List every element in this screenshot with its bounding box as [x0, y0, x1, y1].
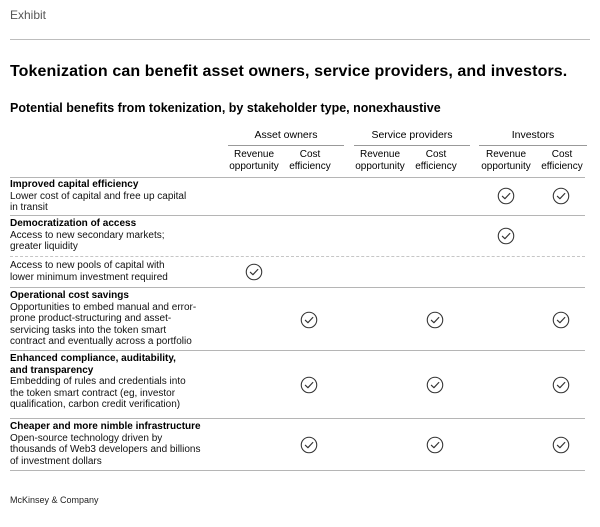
col-header-service-providers-cost: Cost efficiency	[415, 149, 457, 172]
check-circle-icon	[426, 376, 444, 394]
check-circle-icon	[426, 311, 444, 329]
col-header-investors-revenue: Revenue opportunity	[481, 149, 531, 172]
row-separator	[10, 215, 585, 216]
row-title: Democratization of access	[10, 218, 137, 229]
page-title: Tokenization can benefit asset owners, s…	[10, 63, 568, 80]
table-row: Operational cost savings Opportunities t…	[10, 290, 585, 348]
row-description: Access to new pools of capital with lower…	[10, 260, 168, 283]
row-separator	[10, 350, 585, 351]
col-header-service-providers-revenue: Revenue opportunity	[355, 149, 405, 172]
table-row: Cheaper and more nimble infrastructure O…	[10, 421, 585, 467]
row-description: Open-source technology driven by thousand…	[10, 432, 201, 467]
group-underline-service-providers	[354, 145, 470, 146]
check-circle-icon	[300, 311, 318, 329]
check-circle-icon	[552, 376, 570, 394]
group-underline-asset-owners	[228, 145, 344, 146]
top-divider	[10, 39, 590, 40]
row-description: Lower cost of capital and free up capita…	[10, 190, 187, 214]
check-circle-icon	[300, 376, 318, 394]
group-header-asset-owners: Asset owners	[254, 129, 318, 141]
group-header-service-providers: Service providers	[371, 129, 453, 141]
col-header-investors-cost: Cost efficiency	[541, 149, 583, 172]
check-circle-icon	[552, 311, 570, 329]
check-circle-icon	[300, 436, 318, 454]
table-row: Access to new pools of capital with lower…	[10, 260, 585, 283]
col-header-asset-owners-cost: Cost efficiency	[289, 149, 331, 172]
row-description: Embedding of rules and credentials into t…	[10, 376, 186, 410]
group-header-investors: Investors	[511, 129, 555, 141]
check-circle-icon	[245, 263, 263, 281]
row-separator	[10, 287, 585, 288]
check-circle-icon	[426, 436, 444, 454]
row-separator	[10, 177, 585, 178]
check-circle-icon	[552, 187, 570, 205]
check-circle-icon	[497, 187, 515, 205]
row-separator	[10, 418, 585, 419]
row-title: Improved capital efficiency	[10, 179, 139, 190]
footer-source: McKinsey & Company	[10, 495, 99, 505]
table-subtitle: Potential benefits from tokenization, by…	[10, 101, 441, 115]
col-header-asset-owners-revenue: Revenue opportunity	[229, 149, 279, 172]
row-description: Opportunities to embed manual and error-…	[10, 301, 197, 348]
group-underline-investors	[479, 145, 587, 146]
row-separator	[10, 470, 585, 471]
check-circle-icon	[497, 227, 515, 245]
row-title: Operational cost savings	[10, 290, 129, 301]
row-title: Enhanced compliance, auditability, and tr…	[10, 353, 176, 376]
check-circle-icon	[552, 436, 570, 454]
row-description: Access to new secondary markets; greater …	[10, 229, 165, 253]
exhibit-label: Exhibit	[10, 8, 47, 22]
row-separator	[10, 256, 585, 257]
table-row: Improved capital efficiency Lower cost o…	[10, 179, 585, 214]
row-title: Cheaper and more nimble infrastructure	[10, 421, 201, 432]
table-row: Democratization of access Access to new …	[10, 218, 585, 253]
table-row: Enhanced compliance, auditability, and tr…	[10, 353, 585, 411]
